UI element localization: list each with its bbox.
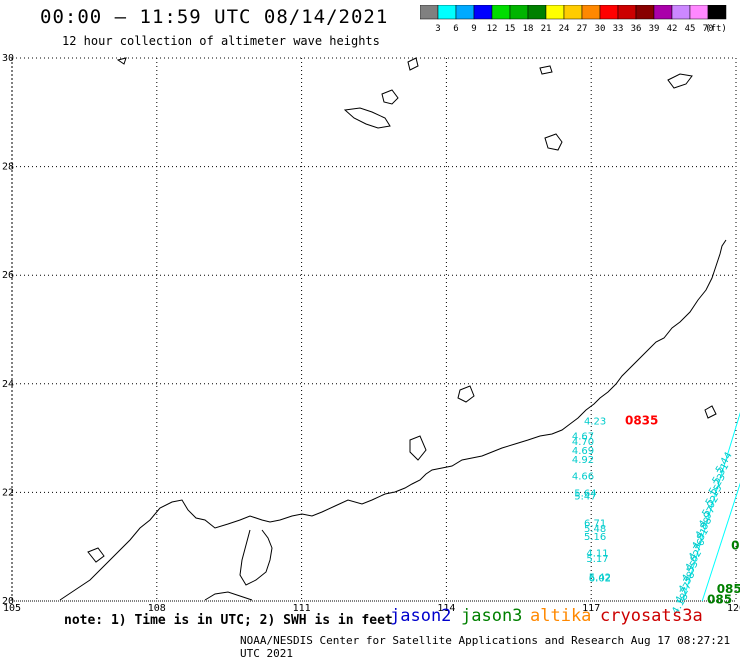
satellite-label-altika: altika [530,606,592,626]
legend-label: 70 [703,24,714,34]
legend-label: 42 [667,24,678,34]
swh-reading: 5.64 [574,489,596,500]
island [343,107,391,129]
swh-reading: 5.42 [589,572,611,583]
swh-reading: 5.48 [584,524,606,535]
swh-reading: 5.16 [584,532,606,543]
swh-reading: 5.47 [574,491,596,502]
legend-label: 3 [435,24,440,34]
island [407,57,419,71]
island [87,547,105,563]
satellite-label-jason3: jason3 [461,606,523,626]
credit-line: NOAA/NESDIS Center for Satellite Applica… [240,634,731,660]
legend-label: 15 [505,24,516,34]
legend-label: 6 [453,24,458,34]
lat-label: 20 [2,596,14,607]
island [544,133,563,151]
legend-label: 39 [649,24,660,34]
satellite-label-s3a: s3a [672,606,703,626]
lon-label: 105 [3,603,21,614]
island [457,385,475,403]
legend-label: 30 [595,24,606,34]
time-marker: 0 [731,538,739,552]
lat-label: 26 [2,270,14,281]
color-legend: 3 6 9 12 15 18 21 24 27 30 33 36 39 42 45 70(ft) [420,5,727,34]
legend-swatch [707,5,727,20]
time-marker: 085 [707,593,732,607]
swh-reading: 4.70 [572,437,594,448]
satellite-label-jason2: jason2 [390,606,452,626]
time-marker: 0835 [625,414,658,428]
map-subtitle: 12 hour collection of altimeter wave hei… [62,34,380,48]
legend-label: 12 [487,24,498,34]
swh-reading: 6.71 [584,519,606,530]
island [116,57,127,65]
island [539,65,553,75]
swh-reading: 5.17 [586,554,608,565]
leizhou-peninsula [239,529,273,586]
legend-label: 45 [685,24,696,34]
hainan-coast [204,591,253,601]
swh-reading: 4.66 [572,471,594,482]
swh-reading: 4.23 [584,417,606,428]
legend-label: 24 [559,24,570,34]
satellite-track [701,482,740,602]
mainland-coastline [59,239,727,601]
swh-reading: 4.92 [572,455,594,466]
island [704,405,717,419]
island [667,73,693,89]
legend-label: 21 [541,24,552,34]
lat-label: 22 [2,487,14,498]
legend-label: 33 [613,24,624,34]
satellite-label-cryosat: cryosat [600,606,672,626]
legend-unit: (ft) [705,24,727,34]
map-frame [11,57,737,602]
legend-label: 36 [631,24,642,34]
swh-reading: 4.69 [572,446,594,457]
footer-note: note: 1) Time is in UTC; 2) SWH is in fe… [64,613,393,628]
lon-label: 117 [582,603,600,614]
legend-label: 9 [471,24,476,34]
lon-label: 120 [727,603,740,614]
coastline [59,57,727,601]
lat-label: 30 [2,53,14,64]
lon-label: 111 [293,603,311,614]
legend-label: 27 [577,24,588,34]
satellite-tracks [682,411,740,602]
island [409,435,427,461]
swh-reading: 6.02 [589,573,611,584]
map-title: 00:00 – 11:59 UTC 08/14/2021 [40,6,389,28]
swh-reading: 4.11 [586,548,608,559]
legend-label: 18 [523,24,534,34]
lat-label: 24 [2,379,14,390]
island [381,89,399,105]
lon-label: 114 [437,603,455,614]
swh-readings: 4.23 4.674.704.694.92 4.66 5.645.47 6.715.48… [572,417,735,617]
lat-label: 28 [2,162,14,173]
lon-label: 108 [148,603,166,614]
satellite-track [682,411,740,602]
swh-reading: 4.67 [572,432,594,443]
time-marker: 085 [717,582,740,596]
